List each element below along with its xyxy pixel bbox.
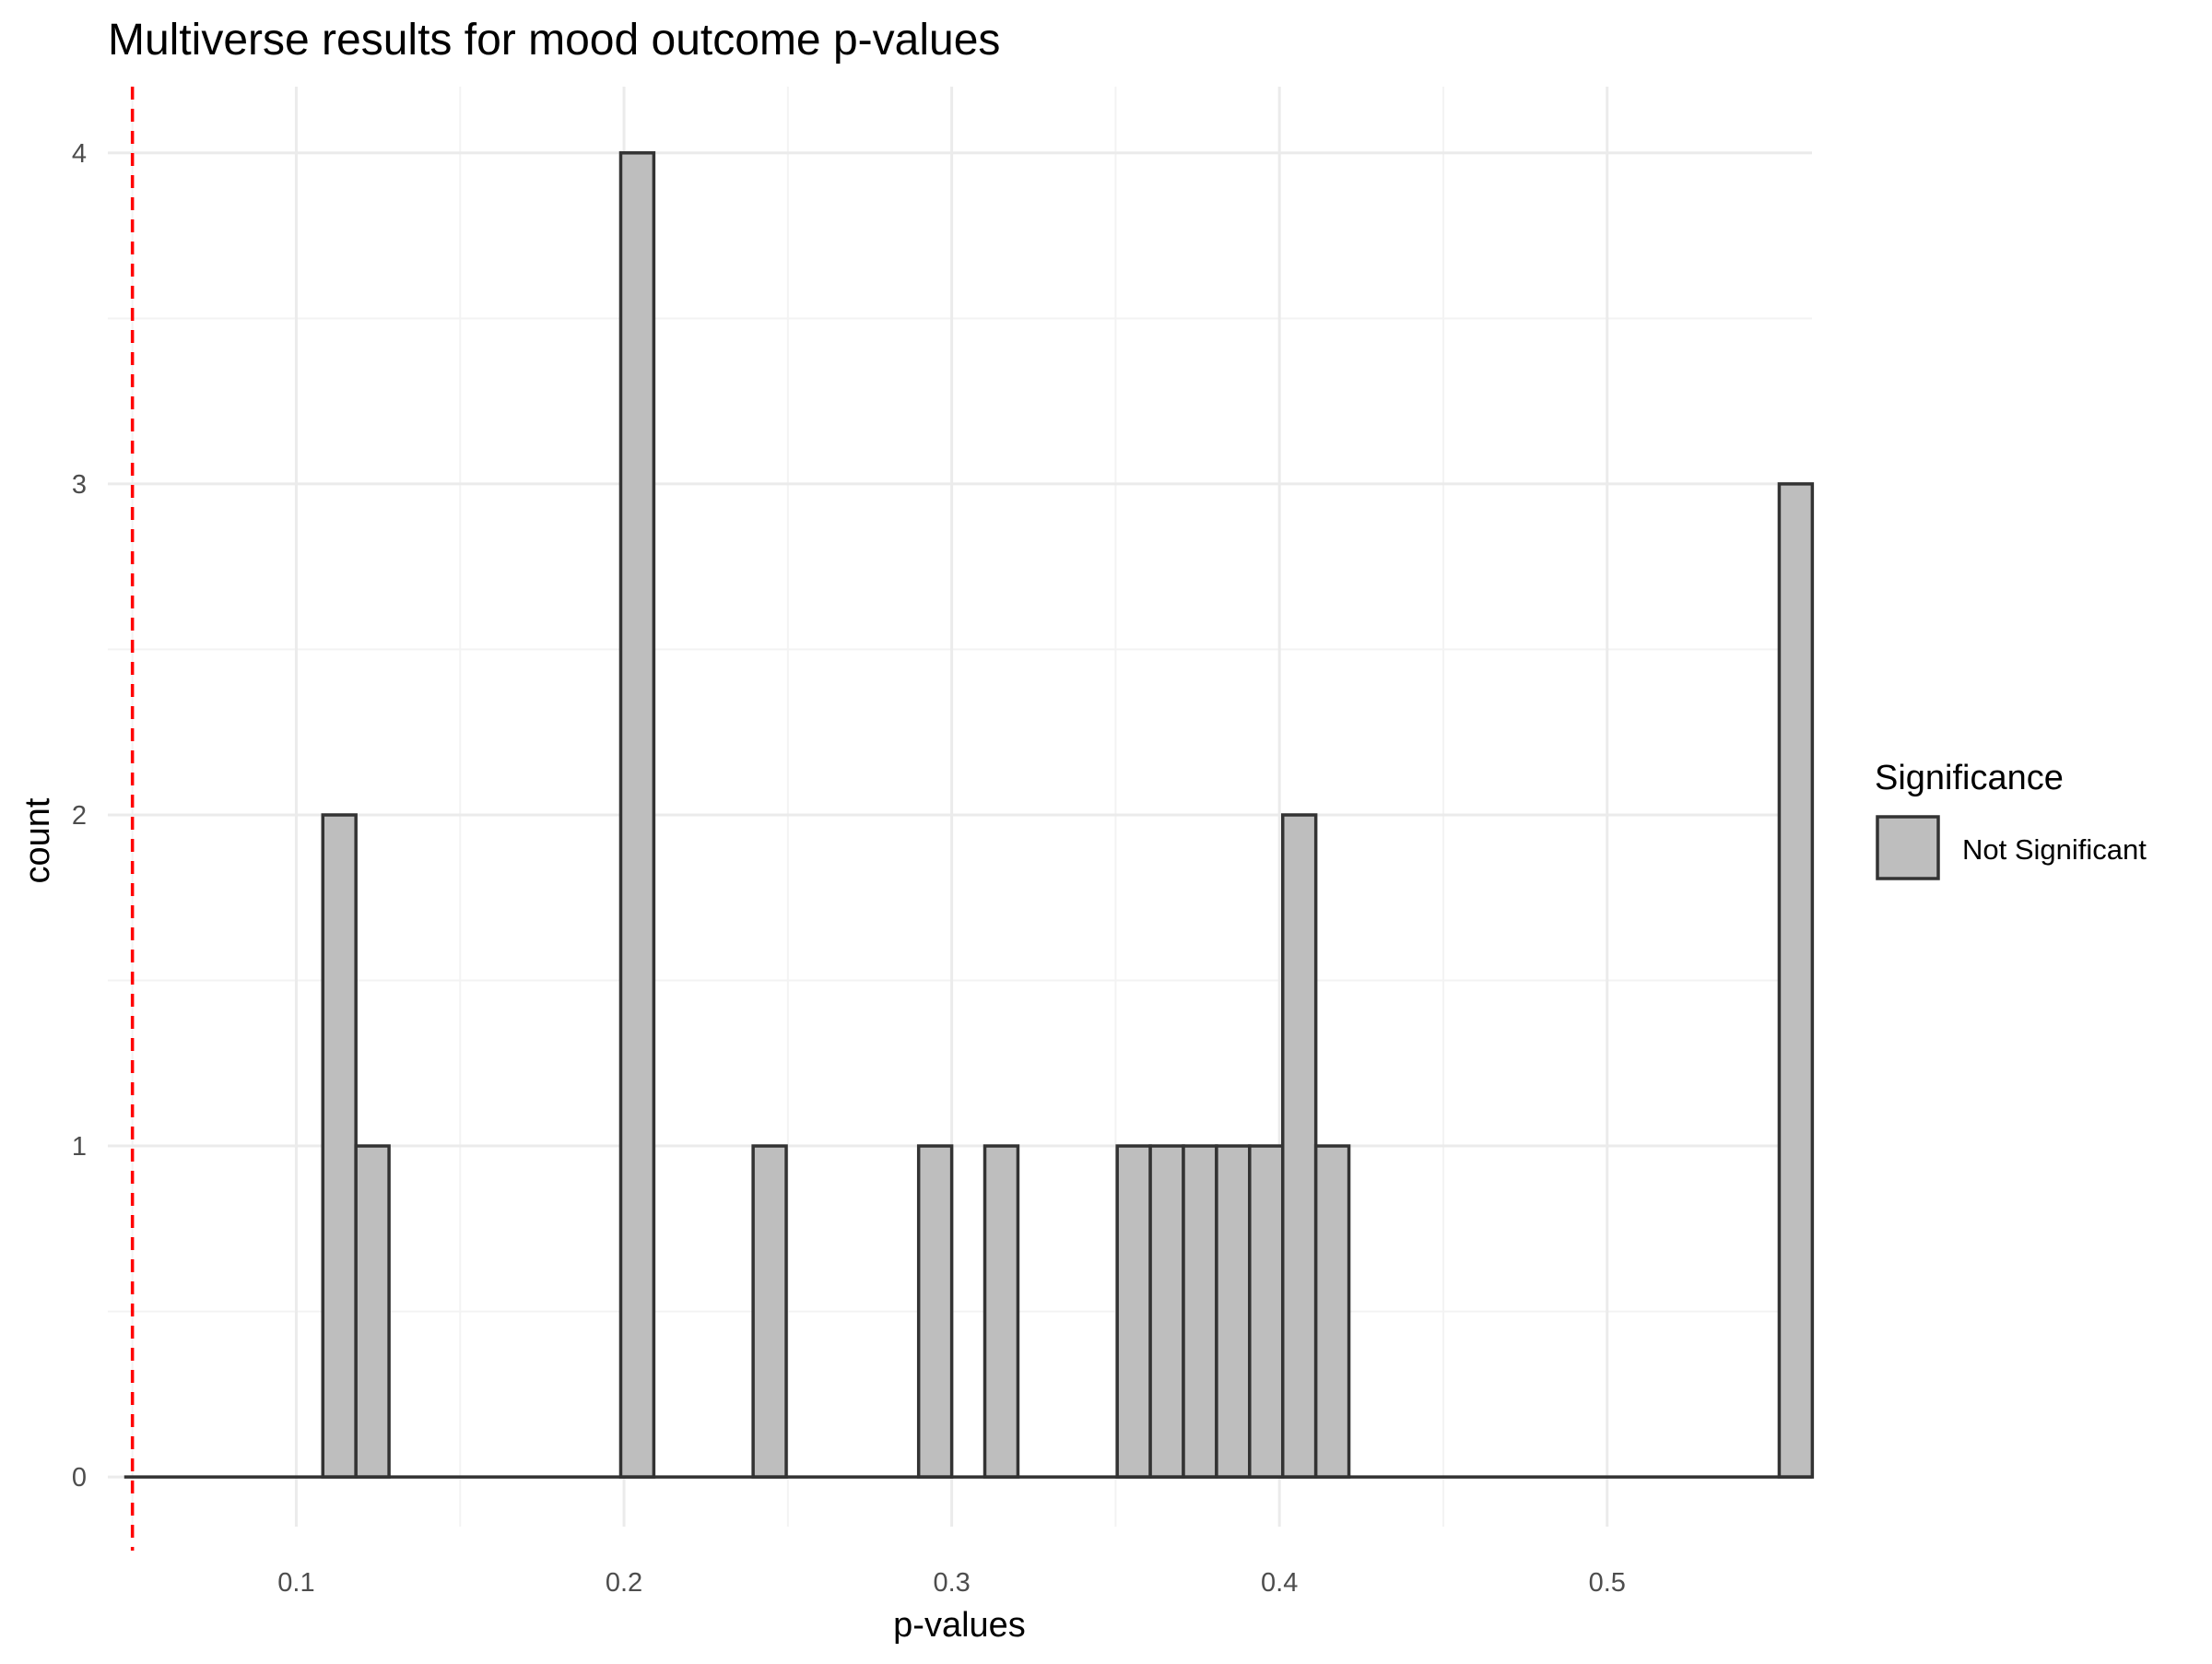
histogram-bar	[1280, 813, 1318, 1479]
histogram-bar	[1215, 1144, 1252, 1479]
x-tick-label: 0.4	[1261, 1568, 1298, 1598]
histogram-bar	[618, 151, 656, 1479]
legend-swatch-not-significant	[1876, 815, 1940, 880]
histogram-bar	[1148, 1144, 1185, 1479]
histogram-bar	[1777, 482, 1815, 1479]
histogram-bar	[982, 1144, 1020, 1479]
y-axis-label: count	[18, 797, 57, 883]
histogram-bar	[916, 1144, 954, 1479]
legend-label-not-significant: Not Significant	[1962, 833, 2147, 866]
y-tick-label: 2	[72, 801, 87, 831]
histogram-bar	[1115, 1144, 1152, 1479]
x-axis-label: p-values	[893, 1606, 1026, 1645]
y-tick-label: 0	[72, 1463, 87, 1493]
x-tick-label: 0.2	[606, 1568, 642, 1598]
histogram-bar	[354, 1144, 391, 1479]
x-tick-label: 0.1	[277, 1568, 314, 1598]
y-tick-label: 3	[72, 470, 87, 500]
bars-group	[321, 151, 1815, 1479]
histogram-bar	[1248, 1144, 1285, 1479]
histogram-bar	[1313, 1144, 1351, 1479]
y-tick-label: 1	[72, 1132, 87, 1162]
histogram-bar	[751, 1144, 788, 1479]
x-tick-label: 0.3	[933, 1568, 970, 1598]
histogram-bar	[1182, 1144, 1218, 1479]
histogram-bar	[321, 813, 358, 1479]
legend: Significance Not Significant	[1875, 759, 2147, 880]
chart-title: Multiverse results for mood outcome p-va…	[108, 16, 1000, 65]
legend-title: Significance	[1875, 759, 2064, 797]
y-tick-label: 4	[72, 139, 87, 169]
tick-labels: 0.1 0.2 0.3 0.4 0.5 0 1 2 3 4	[72, 139, 1626, 1598]
x-tick-label: 0.5	[1589, 1568, 1626, 1598]
